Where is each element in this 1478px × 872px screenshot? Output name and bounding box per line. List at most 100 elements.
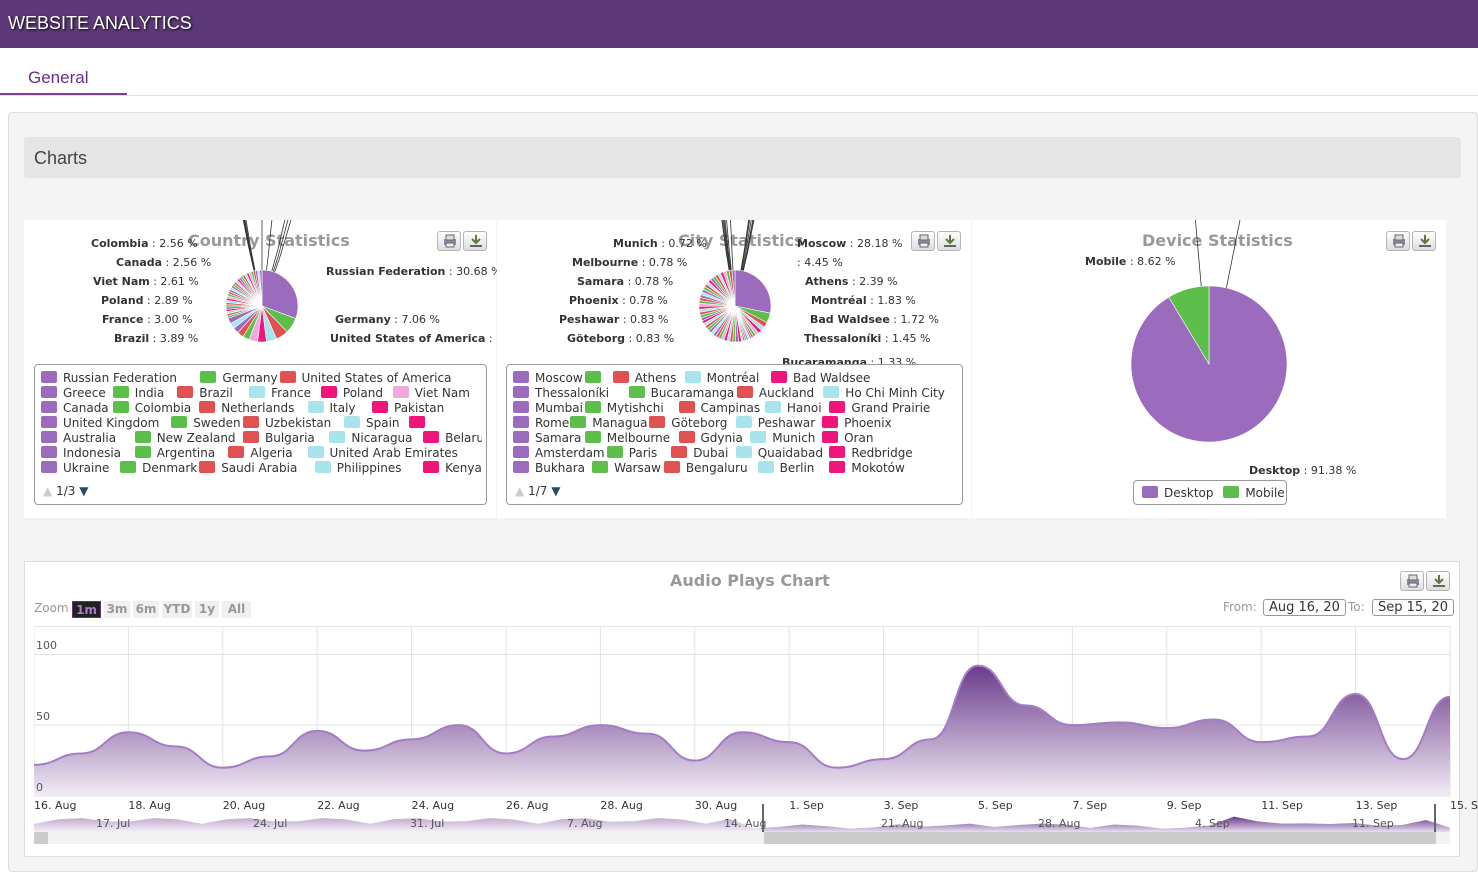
legend-item[interactable]: Phoenix [822, 416, 892, 430]
navigator-right-handle[interactable] [1434, 804, 1436, 832]
legend-item[interactable]: Campinas [678, 401, 760, 415]
zoom-6m-button[interactable]: 6m [133, 601, 159, 618]
pie-slice[interactable] [734, 269, 772, 314]
legend-item[interactable]: Redbridge [829, 446, 913, 460]
from-date-input[interactable]: Aug 16, 20 [1263, 599, 1346, 616]
legend-item[interactable]: Thessaloníki [513, 386, 609, 400]
legend-item[interactable]: United Kingdom [41, 416, 159, 430]
legend-item[interactable]: Argentina [134, 446, 215, 460]
legend-item[interactable]: Spain [344, 416, 400, 430]
legend-item[interactable]: Greece [41, 386, 106, 400]
device-download-button[interactable] [1412, 231, 1436, 251]
legend-item[interactable]: Nicaragua [329, 431, 413, 445]
to-date-input[interactable]: Sep 15, 20 [1372, 599, 1454, 616]
zoom-1m-button[interactable]: 1m [72, 601, 101, 618]
legend-item[interactable]: Mokotów [829, 461, 905, 475]
legend-item[interactable]: Canada [41, 401, 109, 415]
legend-item[interactable]: Bulgaria [243, 431, 315, 445]
legend-item[interactable]: Italy [307, 401, 356, 415]
legend-item[interactable]: Indonesia [41, 446, 121, 460]
pie-slice[interactable] [261, 269, 299, 319]
zoom-ytd-button[interactable]: YTD [162, 601, 192, 618]
legend-item[interactable]: Philippines [314, 461, 401, 475]
zoom-1y-button[interactable]: 1y [195, 601, 219, 618]
legend-item[interactable]: Mumbai [513, 401, 583, 415]
legend-item[interactable]: Melbourne [584, 431, 670, 445]
legend-item[interactable]: Mytishchi [584, 401, 664, 415]
legend-item[interactable]: France [249, 386, 311, 400]
pager-down-icon[interactable]: ▼ [79, 484, 89, 498]
pager-up-icon[interactable]: ▲ [515, 484, 525, 498]
tab-general[interactable]: General [0, 48, 127, 95]
legend-item[interactable]: Dubai [671, 446, 728, 460]
legend-item[interactable]: Gdynia [678, 431, 743, 445]
legend-item[interactable]: Denmark [120, 461, 197, 475]
legend-item[interactable]: Australia [41, 431, 116, 445]
city-print-button[interactable] [911, 231, 935, 251]
legend-item[interactable]: Bukhara [513, 461, 585, 475]
navigator-left-handle[interactable] [762, 804, 764, 832]
legend-item[interactable]: Algeria [228, 446, 293, 460]
legend-item[interactable] [584, 371, 607, 385]
legend-item[interactable]: Viet Nam [392, 386, 470, 400]
pager-up-icon[interactable]: ▲ [43, 484, 53, 498]
legend-item[interactable]: Oran [822, 431, 873, 445]
legend-item[interactable]: Warsaw [592, 461, 661, 475]
legend-item[interactable]: Peshawar [735, 416, 815, 430]
legend-item[interactable]: Kenya [423, 461, 482, 475]
legend-item[interactable]: New Zealand [134, 431, 236, 445]
legend-item[interactable]: United States of America [279, 371, 451, 385]
legend-item[interactable]: Bad Waldsee [771, 371, 870, 385]
legend-item[interactable]: Amsterdam [513, 446, 605, 460]
legend-item[interactable]: Munich [750, 431, 815, 445]
legend-item[interactable]: Auckland [736, 386, 814, 400]
pie-slice[interactable] [1168, 285, 1210, 366]
audio-download-button[interactable] [1426, 571, 1450, 591]
legend-item-mobile[interactable]: Mobile [1223, 486, 1285, 500]
legend-item[interactable]: Ho Chi Minh City [823, 386, 945, 400]
legend-item[interactable]: Göteborg [649, 416, 727, 430]
legend-item[interactable]: Berlin [757, 461, 814, 475]
pie-slice[interactable] [731, 269, 736, 307]
legend-item[interactable]: Germany [200, 371, 278, 385]
city-download-button[interactable] [937, 231, 961, 251]
zoom-3m-button[interactable]: 3m [104, 601, 130, 618]
legend-item[interactable]: United Arab Emirates [307, 446, 458, 460]
legend-item[interactable]: Grand Prairie [829, 401, 930, 415]
legend-item[interactable]: Russian Federation [41, 371, 177, 385]
device-print-button[interactable] [1386, 231, 1410, 251]
pager-down-icon[interactable]: ▼ [551, 484, 561, 498]
zoom-all-button[interactable]: All [222, 601, 251, 618]
legend-item[interactable]: Quaidabad [735, 446, 823, 460]
legend-item[interactable]: Brazil [177, 386, 233, 400]
legend-item[interactable]: Sweden [171, 416, 241, 430]
legend-item[interactable]: Bucaramanga [628, 386, 734, 400]
legend-item[interactable]: Belarus [423, 431, 482, 445]
legend-item-desktop[interactable]: Desktop [1142, 486, 1214, 500]
scrollbar-thumb[interactable] [764, 832, 1436, 844]
legend-item[interactable]: Ukraine [41, 461, 109, 475]
pie-slice[interactable] [259, 269, 263, 307]
legend-item[interactable]: Montréal [684, 371, 759, 385]
legend-item[interactable]: Athens [612, 371, 676, 385]
country-download-button[interactable] [463, 231, 487, 251]
legend-item[interactable]: Paris [606, 446, 657, 460]
legend-item[interactable]: Rome [513, 416, 569, 430]
legend-item[interactable]: Poland [320, 386, 383, 400]
charts-section-header[interactable]: Charts [24, 137, 1461, 178]
legend-item[interactable]: Samara [513, 431, 581, 445]
legend-item[interactable]: Moscow [513, 371, 583, 385]
legend-item[interactable]: Managua [570, 416, 647, 430]
legend-item[interactable]: Colombia [112, 401, 191, 415]
legend-item[interactable]: Bengaluru [663, 461, 748, 475]
legend-item[interactable]: Saudi Arabia [199, 461, 297, 475]
legend-item[interactable]: Pakistan [372, 401, 444, 415]
legend-item[interactable]: Netherlands [199, 401, 294, 415]
legend-item[interactable]: Uzbekistan [243, 416, 331, 430]
legend-item[interactable]: India [112, 386, 164, 400]
scrollbar-left-arrow[interactable] [34, 832, 48, 844]
country-print-button[interactable] [437, 231, 461, 251]
legend-item[interactable]: Hanoi [764, 401, 822, 415]
legend-item[interactable] [408, 416, 431, 430]
audio-print-button[interactable] [1400, 571, 1424, 591]
